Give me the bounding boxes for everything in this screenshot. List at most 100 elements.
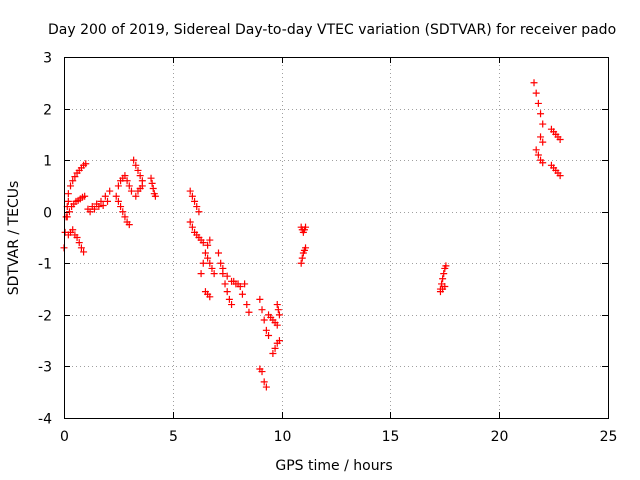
data-point — [80, 248, 88, 256]
series-arc-24 — [273, 301, 283, 319]
y-tick-label: 3 — [43, 51, 52, 67]
data-point — [530, 79, 538, 87]
series-arc-15 — [201, 288, 214, 301]
y-tick-label: -1 — [38, 257, 52, 273]
data-point — [148, 179, 156, 187]
data-point — [75, 239, 83, 247]
data-point — [121, 172, 129, 180]
data-point — [193, 203, 201, 211]
data-point — [119, 208, 127, 216]
data-point — [234, 280, 242, 288]
series-arc-32 — [547, 161, 564, 180]
data-point — [71, 173, 79, 181]
data-point — [117, 203, 125, 211]
x-tick-label: 25 — [600, 429, 618, 445]
data-point — [97, 197, 105, 205]
data-point — [440, 270, 448, 278]
data-point — [77, 244, 85, 252]
series-arc-19 — [230, 277, 253, 316]
data-point — [214, 249, 222, 257]
data-point — [297, 259, 305, 267]
data-point — [206, 236, 214, 244]
data-point — [274, 306, 282, 314]
data-point — [206, 259, 214, 267]
x-axis-label: GPS time / hours — [275, 458, 392, 474]
data-point — [302, 244, 310, 252]
series-arc-25 — [297, 223, 310, 236]
data-point — [223, 288, 231, 296]
data-point — [302, 223, 310, 231]
grid-layer — [64, 57, 608, 418]
data-point — [132, 161, 140, 169]
y-tick-label: 0 — [43, 206, 52, 222]
data-point — [101, 192, 109, 200]
data-point — [238, 290, 246, 298]
data-point — [223, 272, 231, 280]
data-point — [258, 368, 266, 376]
data-point — [130, 156, 138, 164]
data-point — [197, 270, 205, 278]
data-point — [537, 133, 545, 141]
series-arc-14 — [197, 236, 214, 278]
data-point — [125, 182, 133, 190]
data-point — [65, 208, 73, 216]
data-point — [81, 192, 89, 200]
data-point — [269, 350, 277, 358]
data-point — [201, 249, 209, 257]
series-arc-22 — [269, 337, 283, 358]
data-point — [534, 151, 542, 159]
data-point — [64, 197, 72, 205]
plot-frame — [64, 57, 609, 419]
data-point — [199, 259, 207, 267]
series-arc-30 — [532, 146, 547, 167]
data-point — [439, 275, 447, 283]
data-point — [99, 202, 107, 210]
data-point — [243, 301, 251, 309]
data-point — [195, 208, 203, 216]
data-point — [273, 301, 281, 309]
series-arc-16 — [204, 254, 218, 278]
data-point — [123, 177, 131, 185]
data-point — [136, 172, 144, 180]
data-point — [151, 192, 159, 200]
data-point — [556, 136, 564, 144]
x-tick-label: 15 — [382, 429, 400, 445]
data-point — [225, 295, 233, 303]
data-point — [245, 308, 253, 316]
data-point — [147, 174, 155, 182]
y-tick-label: -2 — [38, 309, 52, 325]
series-arc-6 — [86, 197, 112, 216]
y-tick-label: 2 — [43, 103, 52, 119]
data-point — [441, 282, 449, 290]
data-point — [442, 262, 450, 270]
series-arc-21 — [265, 311, 281, 329]
data-point — [95, 203, 103, 211]
data-point — [125, 221, 133, 229]
x-tick-label: 5 — [169, 429, 178, 445]
series-arc-26 — [297, 244, 310, 267]
data-point — [121, 213, 129, 221]
data-point — [132, 192, 140, 200]
data-point — [127, 187, 135, 195]
series-arc-3 — [63, 192, 89, 221]
data-point — [275, 311, 283, 319]
data-point — [228, 301, 236, 309]
series-arc-13 — [186, 218, 207, 247]
series-arc-9 — [130, 156, 146, 185]
data-point — [199, 239, 207, 247]
data-point — [134, 166, 142, 174]
data-point — [188, 192, 196, 200]
data-point — [90, 205, 98, 213]
data-point — [262, 326, 270, 334]
data-point — [241, 280, 249, 288]
data-point — [114, 197, 122, 205]
data-point — [537, 110, 545, 118]
data-point — [258, 306, 266, 314]
series-arc-10 — [132, 182, 146, 200]
data-point — [188, 223, 196, 231]
data-point — [149, 185, 157, 193]
series-arc-33 — [537, 133, 547, 146]
series-arc-12 — [186, 187, 203, 216]
